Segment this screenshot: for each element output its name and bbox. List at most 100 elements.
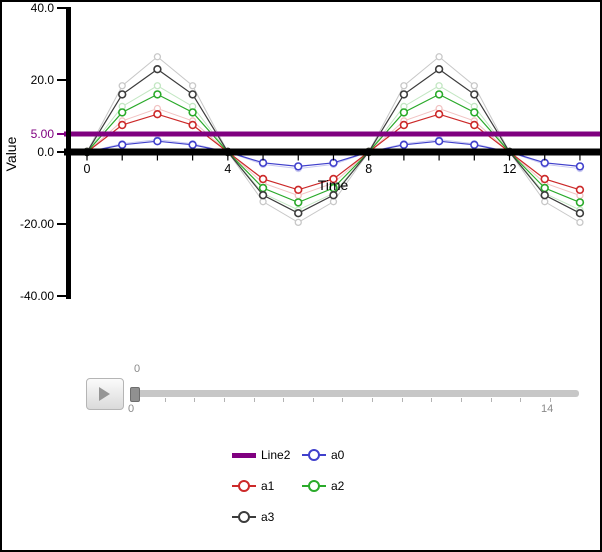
legend-label: a1	[261, 479, 275, 493]
slider-tick	[490, 398, 492, 402]
x-tick-label: 8	[365, 162, 372, 176]
series-marker-a3	[575, 209, 585, 218]
slider-min-label: 0	[128, 403, 135, 415]
series-marker-a0	[399, 140, 409, 150]
legend-item-a0: a0	[302, 448, 372, 462]
x-tick-label: 4	[224, 162, 231, 176]
series-marker-a1	[153, 109, 162, 119]
series-marker-a3	[188, 90, 197, 99]
play-icon	[99, 387, 110, 401]
series-marker-a1	[399, 120, 409, 130]
legend-swatch	[232, 452, 256, 458]
ghost-marker-a3	[153, 53, 162, 61]
legend-item-line2: Line2	[232, 448, 302, 462]
series-marker-a1	[575, 185, 585, 195]
legend-item-a3: a3	[232, 510, 302, 524]
slider-tick	[461, 398, 463, 402]
series-marker-a2	[258, 183, 268, 193]
series-marker-a1	[329, 174, 338, 184]
slider-current-value-label: 0	[134, 363, 141, 375]
slider-tick	[372, 398, 374, 402]
legend-label: a2	[331, 479, 345, 493]
slider-tick	[312, 398, 314, 402]
slider-tick	[431, 398, 433, 402]
ghost-marker-a3	[470, 82, 478, 90]
slider-tick	[520, 398, 522, 402]
ghost-marker-a3	[400, 82, 408, 90]
y-tick-label: 5.00	[31, 127, 55, 141]
series-marker-a3	[540, 191, 549, 200]
ghost-marker-a3	[329, 198, 338, 206]
series-marker-a2	[294, 198, 303, 207]
x-tick-label: 12	[503, 162, 517, 176]
y-tick-label: 0.0	[37, 145, 54, 159]
series-marker-a1	[540, 174, 549, 184]
series-marker-a1	[294, 185, 303, 195]
slider-tick	[342, 398, 344, 402]
y-tick-label: -20.00	[20, 217, 54, 231]
slider-tick	[401, 398, 403, 402]
series-marker-a1	[118, 120, 127, 130]
ghost-marker-a3	[294, 218, 302, 227]
time-slider-track[interactable]	[131, 390, 579, 397]
series-marker-a2	[188, 108, 197, 117]
slider-tick	[253, 398, 255, 402]
series-marker-a3	[470, 90, 479, 99]
legend-item-a2: a2	[302, 479, 372, 493]
legend: Line2 a0 a1 a2 a3	[232, 448, 372, 524]
series-marker-a0	[153, 137, 162, 146]
y-tick-label: 40.0	[31, 2, 55, 15]
series-marker-a0	[434, 137, 444, 146]
series-marker-a0	[294, 162, 303, 171]
slider-tick	[194, 398, 196, 402]
series-marker-a2	[470, 108, 479, 117]
legend-label: a0	[331, 448, 345, 462]
time-slider-thumb[interactable]	[130, 387, 140, 402]
series-marker-a1	[470, 120, 479, 130]
slider-tick	[164, 398, 166, 402]
series-marker-a2	[399, 108, 409, 117]
series-marker-a1	[434, 109, 444, 119]
reference-line-line2	[64, 131, 600, 137]
ghost-marker-a2	[153, 82, 162, 90]
x-tick-label: 0	[84, 162, 91, 176]
series-marker-a3	[434, 64, 444, 74]
slider-tick	[549, 398, 551, 402]
legend-item-a1: a1	[232, 479, 302, 493]
y-tick-label: 20.0	[31, 73, 55, 87]
series-marker-a2	[434, 90, 444, 99]
legend-swatch	[232, 480, 256, 492]
ghost-marker-a3	[259, 198, 267, 206]
legend-label: a3	[261, 510, 275, 524]
y-axis-line	[66, 7, 71, 299]
series-marker-a2	[153, 90, 162, 99]
ghost-marker-a3	[541, 198, 549, 206]
slider-max-label: 14	[541, 403, 554, 415]
y-axis-title: Value	[3, 136, 19, 171]
legend-swatch	[302, 449, 326, 461]
legend-label: Line2	[261, 448, 291, 462]
ghost-marker-a2	[435, 82, 443, 90]
series-marker-a3	[399, 90, 409, 99]
play-button[interactable]	[86, 378, 124, 410]
series-marker-a0	[118, 140, 127, 150]
ghost-marker-a3	[435, 53, 443, 61]
series-marker-a2	[540, 183, 549, 193]
series-marker-a3	[294, 209, 303, 218]
ghost-marker-a3	[576, 218, 584, 227]
timeseries-chart: 40.0 20.0 5.00 0.0 -20.00 -40.00 0 4 8 12 Time Va…	[3, 1, 600, 303]
ghost-marker-a3	[118, 82, 126, 90]
slider-tick	[223, 398, 225, 402]
series-marker-a0	[575, 162, 585, 171]
slider-tick	[283, 398, 285, 402]
series-marker-a0	[470, 140, 479, 150]
x-axis-title: Time	[318, 177, 349, 193]
slider-tick-marks	[131, 398, 579, 403]
legend-swatch	[232, 511, 256, 523]
y-tick-label: -40.00	[20, 289, 54, 303]
series-marker-a3	[258, 191, 268, 200]
series-marker-a1	[258, 174, 268, 184]
series-marker-a0	[188, 140, 197, 150]
series-marker-a2	[118, 108, 127, 117]
ghost-marker-a3	[188, 82, 197, 90]
